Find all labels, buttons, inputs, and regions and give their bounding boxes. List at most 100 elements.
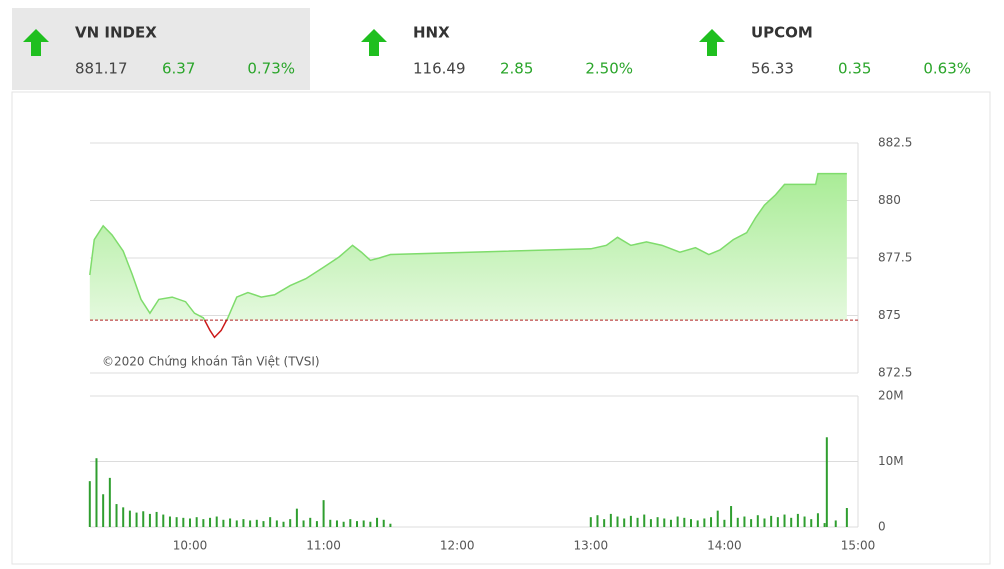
volume-bar [235, 520, 238, 527]
volume-bar [609, 513, 612, 527]
volume-bar [750, 519, 753, 527]
x-tick-label: 13:00 [574, 539, 609, 553]
volume-bar [730, 506, 733, 527]
up-arrow [23, 29, 49, 56]
volume-bar [690, 519, 692, 527]
index-percent: 0.73% [247, 60, 295, 78]
volume-bar [382, 519, 385, 527]
volume-bar [95, 458, 98, 527]
x-tick-label: 10:00 [173, 539, 208, 553]
volume-bar [703, 518, 706, 527]
volume-bar [696, 520, 699, 527]
volume-bar [710, 517, 713, 527]
volume-bar [168, 516, 171, 527]
price-line-up [89, 172, 847, 321]
index-percent: 2.50% [585, 60, 633, 78]
volume-bar [629, 515, 632, 527]
volume-bar [810, 519, 813, 527]
volume-bar [669, 519, 672, 527]
volume-bar [189, 518, 191, 527]
volume-bar [623, 518, 626, 527]
volume-bar [289, 519, 292, 527]
x-tick-label: 15:00 [841, 539, 876, 553]
volume-bar [342, 521, 345, 527]
volume-bar [148, 513, 151, 527]
price-area [89, 173, 847, 321]
volume-bar [295, 508, 298, 527]
index-tile[interactable]: UPCOM 56.33 0.35 0.63% [699, 24, 971, 78]
y-tick-label: 10M [878, 454, 904, 468]
volume-bar [202, 519, 205, 527]
volume-bar [376, 517, 379, 527]
index-percent: 0.63% [923, 60, 971, 78]
y-tick-label: 882.5 [878, 136, 912, 150]
volume-bar [589, 517, 592, 527]
up-arrow [361, 29, 387, 56]
volume-bar [282, 521, 285, 527]
volume-bar [603, 519, 606, 527]
volume-bar [636, 517, 639, 527]
y-tick-label: 0 [878, 520, 886, 534]
index-value: 881.17 [75, 60, 128, 78]
volume-bar [315, 521, 318, 527]
volume-bar [229, 518, 232, 527]
volume-bar [816, 513, 819, 527]
volume-bar [162, 514, 165, 527]
volume-bar [389, 523, 392, 527]
x-tick-label: 12:00 [440, 539, 475, 553]
volume-bar [790, 517, 793, 527]
y-tick-label: 20M [878, 389, 904, 403]
volume-bar [796, 513, 799, 527]
volume-bar [683, 517, 686, 527]
chart-frame [11, 91, 991, 565]
volume-bar [122, 507, 125, 527]
up-arrow [699, 29, 725, 56]
volume-bar [255, 519, 258, 527]
volume-bar [596, 515, 599, 527]
volume-bar [356, 521, 358, 527]
volume-bar [142, 511, 145, 527]
volume-bar [770, 515, 773, 527]
volume-bar [242, 519, 245, 527]
volume-bar [108, 477, 111, 527]
x-tick-label: 14:00 [707, 539, 742, 553]
index-change: 2.85 [500, 60, 533, 78]
volume-bar [743, 516, 746, 527]
volume-bar [102, 494, 105, 527]
volume-bar [783, 514, 786, 527]
index-value: 56.33 [751, 60, 794, 78]
volume-bar [175, 517, 178, 527]
watermark: ©2020 Chứng khoán Tân Việt (TVSI) [102, 355, 320, 369]
index-value: 116.49 [413, 60, 466, 78]
volume-bar [155, 511, 158, 527]
volume-bar [302, 520, 305, 527]
volume-bar [309, 517, 312, 527]
volume-bar [249, 520, 252, 527]
volume-bar [275, 520, 278, 527]
x-tick-label: 11:00 [306, 539, 341, 553]
volume-bar [845, 508, 848, 527]
volume-bar [128, 510, 131, 527]
volume-bar [88, 481, 91, 527]
y-tick-label: 880 [878, 193, 901, 207]
volume-bar [182, 517, 185, 527]
y-tick-label: 877.5 [878, 251, 912, 265]
index-tile[interactable]: HNX 116.49 2.85 2.50% [361, 24, 633, 78]
volume-bar [369, 521, 372, 527]
volume-bar [736, 517, 739, 527]
volume-bar [803, 516, 806, 527]
volume-bar [723, 519, 726, 527]
index-tile[interactable]: VN INDEX 881.17 6.37 0.73% [23, 24, 295, 78]
volume-bar [322, 500, 325, 527]
volume-bar [676, 516, 679, 527]
y-tick-label: 872.5 [878, 366, 912, 380]
volume-bar [649, 519, 652, 527]
selected-tile[interactable] [12, 8, 310, 90]
volume-bar [823, 523, 826, 527]
volume-bar [616, 516, 619, 527]
volume-bar [643, 514, 646, 527]
index-name: VN INDEX [75, 24, 157, 42]
volume-bar [763, 518, 766, 527]
volume-bar [362, 520, 365, 527]
